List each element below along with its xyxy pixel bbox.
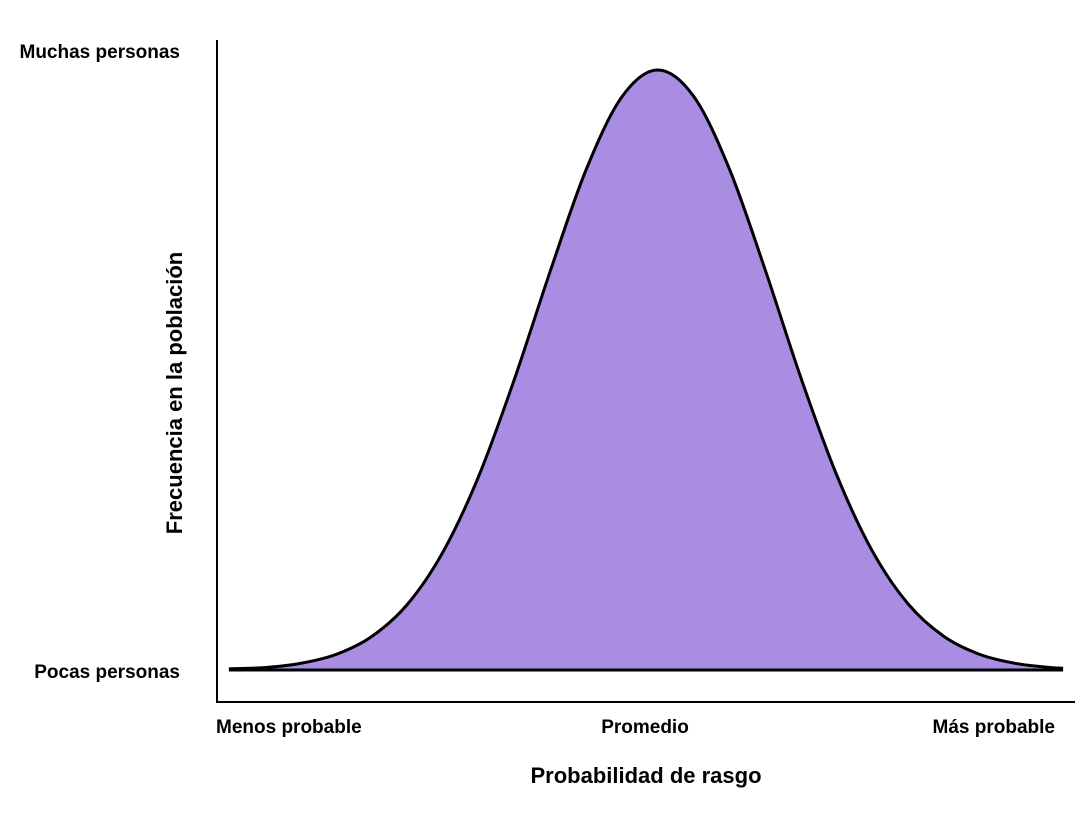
distribution-curve <box>228 68 1064 671</box>
x-axis-title: Probabilidad de rasgo <box>530 763 761 788</box>
y-tick-label-top: Muchas personas <box>20 42 181 63</box>
y-tick-label-bottom: Pocas personas <box>34 662 180 683</box>
y-axis-title: Frecuencia en la población <box>162 252 187 534</box>
x-tick-label-center: Promedio <box>601 717 689 738</box>
x-tick-label-right: Más probable <box>933 717 1055 738</box>
x-tick-label-left: Menos probable <box>216 717 362 738</box>
distribution-area <box>228 70 1064 670</box>
